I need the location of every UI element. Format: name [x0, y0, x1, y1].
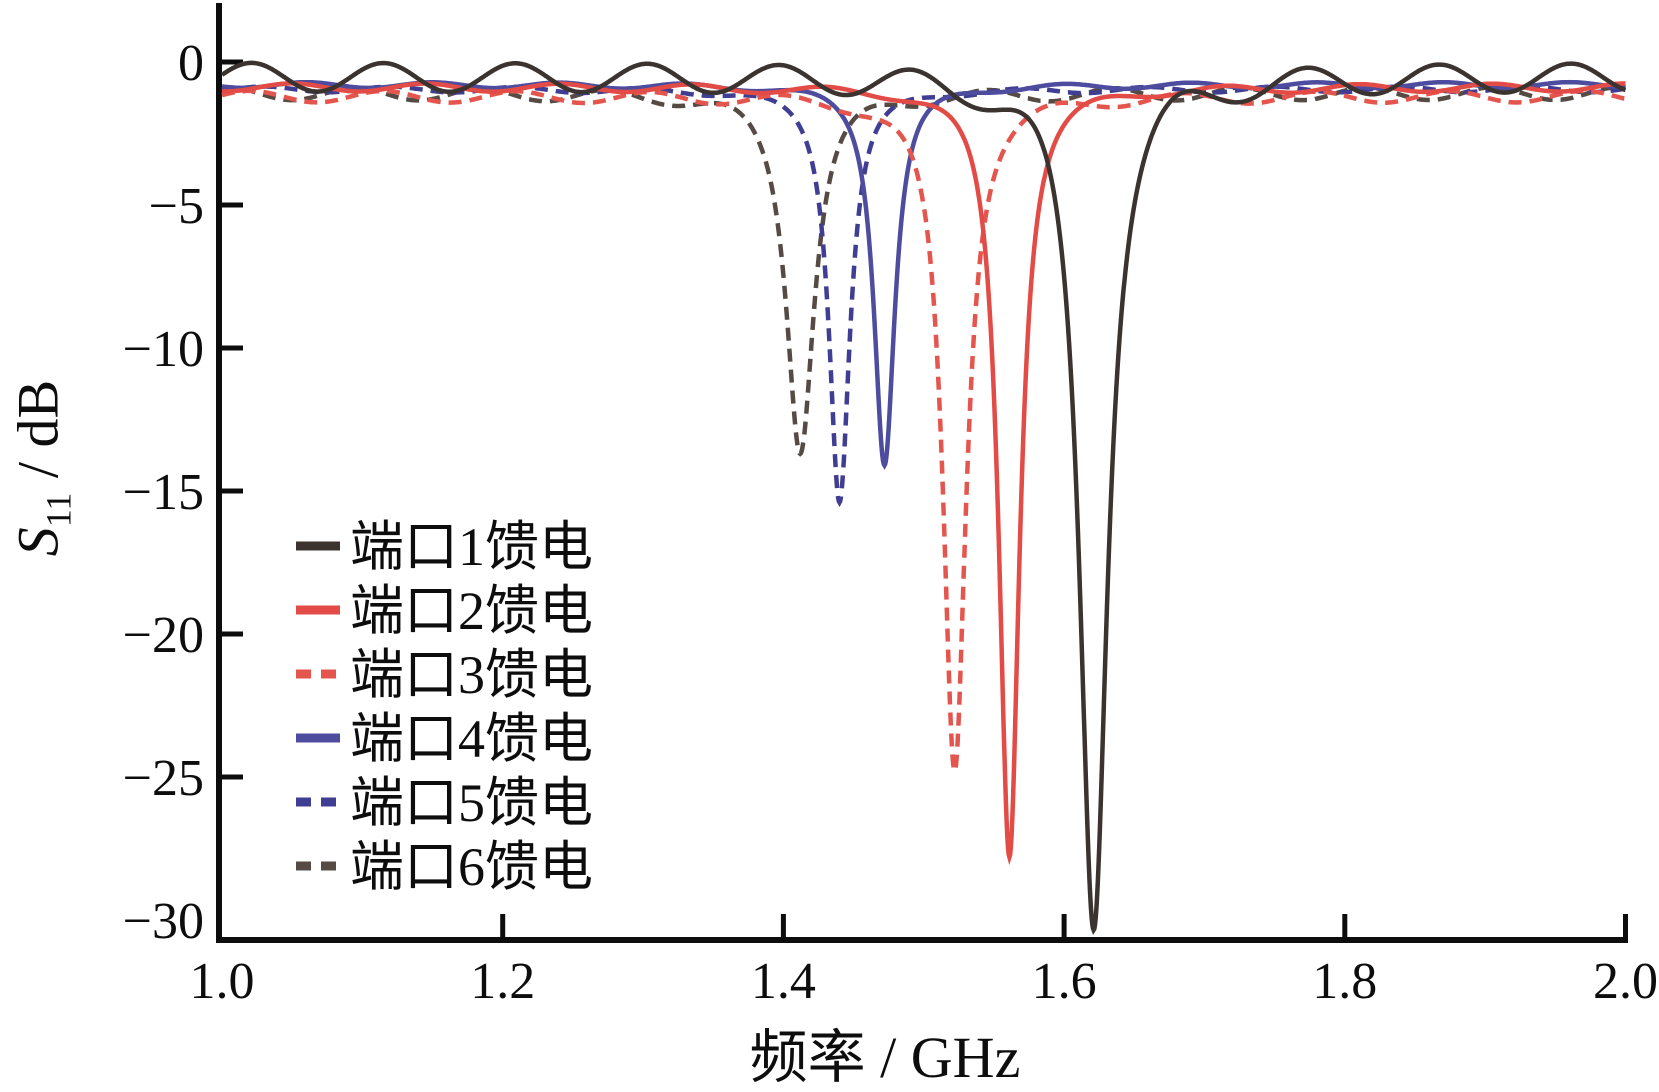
x-tick-label: 1.6	[1032, 953, 1097, 1010]
y-axis-symbol: S	[5, 527, 71, 557]
series-line-端口4馈电	[221, 79, 1626, 470]
series-line-端口6馈电	[222, 85, 1626, 457]
legend-label-端口2馈电: 端口2馈电	[350, 581, 593, 641]
legend-label-端口5馈电: 端口5馈电	[350, 773, 593, 833]
x-tick-label: 1.2	[470, 953, 535, 1010]
y-axis-subscript: 11	[38, 492, 79, 528]
x-tick-label: 1.8	[1312, 953, 1377, 1010]
y-tick-label: −5	[149, 178, 204, 235]
y-tick-label: −25	[123, 750, 204, 807]
series-line-端口1馈电	[221, 60, 1627, 935]
y-tick-label: −15	[123, 464, 204, 521]
legend-label-端口4馈电: 端口4馈电	[350, 709, 593, 769]
y-tick-label: −10	[123, 321, 204, 378]
y-axis-label: S11 / dB	[5, 380, 80, 556]
y-tick-label: −30	[123, 893, 204, 950]
x-tick-label: 1.0	[190, 953, 255, 1010]
series-line-端口3馈电	[221, 88, 1627, 778]
y-axis-unit: / dB	[5, 379, 71, 493]
series-line-端口5馈电	[221, 84, 1626, 507]
x-tick-label: 1.4	[751, 953, 816, 1010]
legend-label-端口6馈电: 端口6馈电	[350, 837, 593, 897]
x-axis-label: 频率 / GHz	[749, 1025, 1021, 1090]
y-tick-label: −20	[123, 607, 204, 664]
legend-label-端口3馈电: 端口3馈电	[350, 645, 593, 705]
y-tick-label: 0	[178, 35, 204, 92]
legend-label-端口1馈电: 端口1馈电	[350, 517, 593, 577]
x-tick-label: 2.0	[1593, 953, 1658, 1010]
